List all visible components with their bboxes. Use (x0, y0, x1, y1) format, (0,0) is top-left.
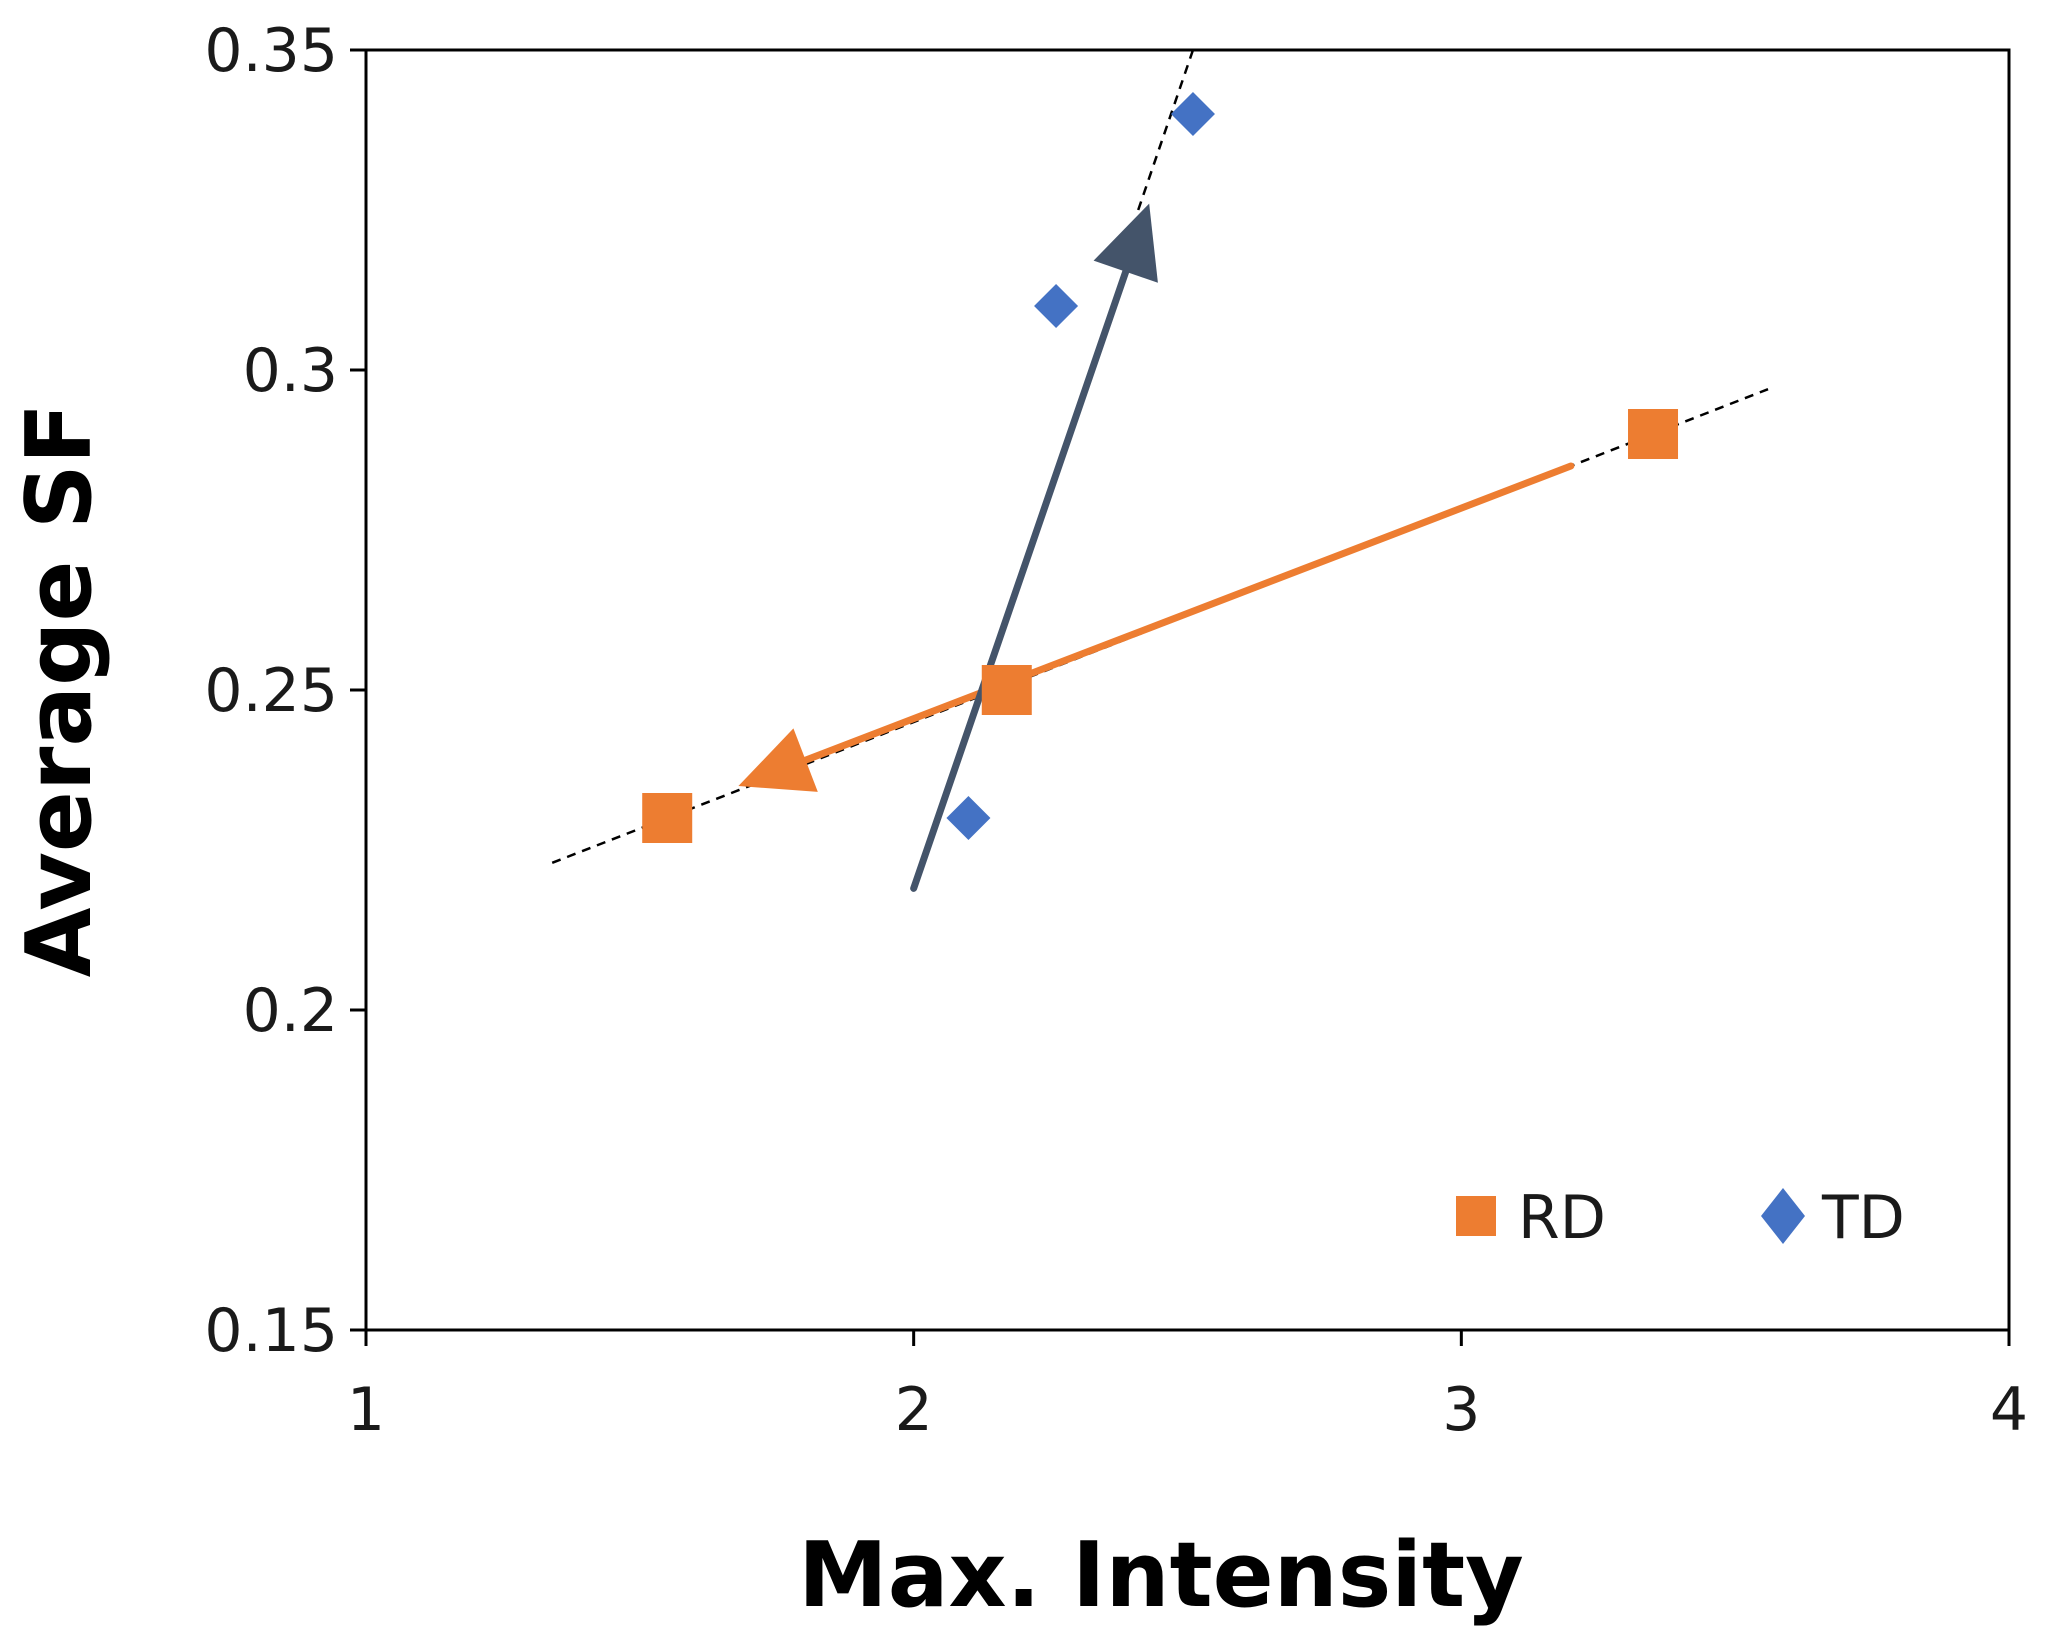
legend-label-td: TD (1821, 1183, 1905, 1253)
point-layer (642, 92, 1679, 843)
x-axis-title: Max. Intensity (798, 1523, 1524, 1628)
y-axis-title: Average SF (7, 403, 112, 977)
arrow-layer (738, 203, 1575, 892)
trendline-td (1137, 49, 1195, 211)
legend-marker-td (1761, 1188, 1805, 1244)
data-point-td (1170, 92, 1215, 136)
arrow-head-1 (1093, 203, 1158, 283)
y-tick-label: 0.35 (204, 16, 338, 86)
x-tick-label: 4 (1990, 1375, 2028, 1445)
data-point-rd (642, 793, 693, 843)
data-point-rd (1628, 409, 1679, 459)
legend-label-rd: RD (1518, 1183, 1606, 1253)
arrow-shaft-1 (910, 268, 1130, 892)
data-point-rd (981, 665, 1032, 715)
legend-marker-rd (1456, 1196, 1496, 1236)
data-point-td (1034, 284, 1079, 328)
arrow-shaft-0 (802, 462, 1575, 764)
x-tick-label: 1 (347, 1375, 385, 1445)
x-tick-label: 3 (1442, 1375, 1480, 1445)
arrow-head-0 (738, 728, 818, 792)
data-point-td (946, 796, 991, 840)
legend: RD TD (1456, 1183, 1905, 1253)
y-tick-label: 0.15 (204, 1296, 338, 1366)
tick-layer: 0.15 0.2 0.25 0.3 0.35 1 2 3 4 (204, 16, 2028, 1445)
x-tick-label: 2 (895, 1375, 933, 1445)
trendline-layer (551, 49, 1769, 864)
y-tick-label: 0.3 (243, 336, 338, 406)
y-tick-label: 0.25 (204, 656, 338, 726)
y-tick-label: 0.2 (243, 976, 338, 1046)
